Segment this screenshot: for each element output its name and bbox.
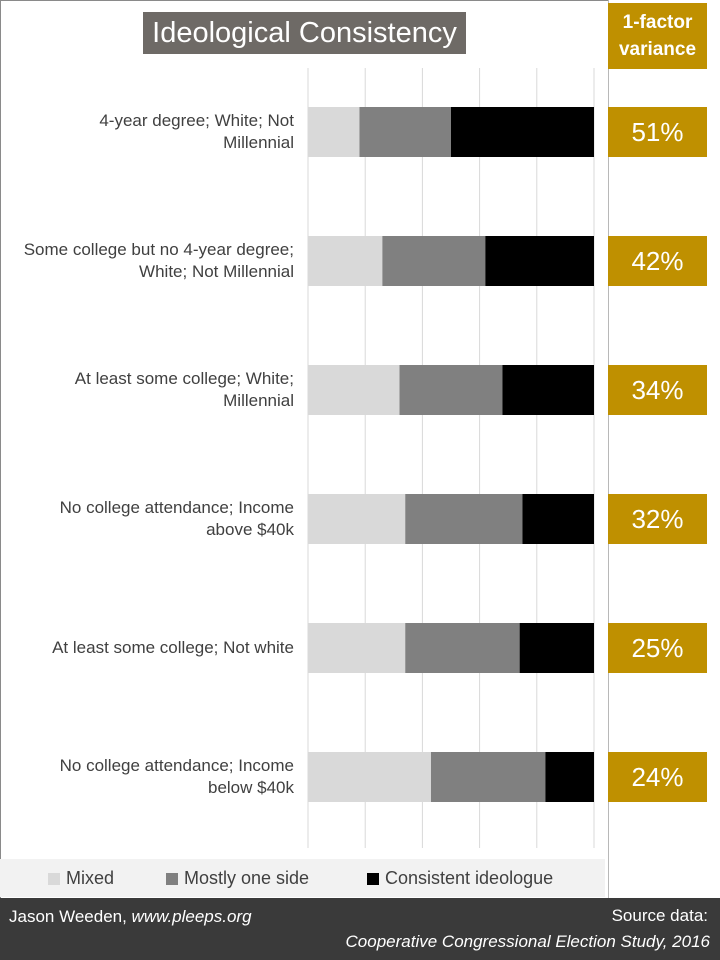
variance-header-line1: 1-factor bbox=[622, 12, 693, 33]
bar-mostly-one-side bbox=[430, 752, 546, 802]
footer-author: Jason Weeden, bbox=[9, 907, 132, 926]
category-label-text: At least some college; White; Millennial bbox=[75, 368, 294, 412]
category-label-line: No college attendance; Income bbox=[59, 756, 294, 775]
category-label-line: above $40k bbox=[206, 520, 294, 539]
footer-site: www.pleeps.org bbox=[131, 907, 252, 926]
variance-header-line2: variance bbox=[618, 39, 697, 60]
bar-consistent-ideologue bbox=[545, 752, 594, 802]
legend-swatch bbox=[48, 872, 60, 885]
variance-value: 42% bbox=[608, 236, 707, 286]
bar-mixed bbox=[308, 365, 400, 415]
legend-label: Mostly one side bbox=[184, 868, 310, 888]
legend-label: Consistent ideologue bbox=[385, 868, 554, 888]
category-label-line: White; Not Millennial bbox=[139, 262, 294, 281]
category-label-line: At least some college; Not white bbox=[52, 638, 294, 657]
category-label: No college attendance; Income above $40k bbox=[4, 494, 294, 544]
bar-consistent-ideologue bbox=[485, 236, 594, 286]
category-label-line: Some college but no 4-year degree; bbox=[23, 240, 294, 259]
footer-credit: Jason Weeden, www.pleeps.org bbox=[9, 907, 252, 927]
footer-source: Cooperative Congressional Election Study… bbox=[345, 932, 710, 951]
variance-value: 24% bbox=[608, 752, 707, 802]
chart-title: Ideological Consistency bbox=[143, 12, 466, 54]
category-label-line: Millennial bbox=[223, 391, 294, 410]
category-label-line: No college attendance; Income bbox=[59, 498, 294, 517]
bar-mixed bbox=[308, 623, 406, 673]
footer-source-label: Source data: bbox=[611, 906, 708, 925]
category-label-line: 4-year degree; White; Not bbox=[99, 111, 294, 130]
bar-mostly-one-side bbox=[405, 623, 520, 673]
bar-mixed bbox=[308, 494, 406, 544]
category-label: No college attendance; Income below $40k bbox=[4, 752, 294, 802]
legend-swatch bbox=[367, 872, 379, 885]
legend-swatch bbox=[166, 872, 178, 885]
category-label-text: No college attendance; Income below $40k bbox=[60, 755, 294, 799]
category-label-line: Millennial bbox=[223, 133, 294, 152]
legend-item-consistent-ideologue: Consistent ideologue bbox=[367, 868, 553, 889]
variance-value: 32% bbox=[608, 494, 707, 544]
bar-mixed bbox=[308, 107, 360, 157]
bar-mixed bbox=[308, 752, 431, 802]
legend-item-mixed: Mixed bbox=[48, 868, 114, 889]
bar-consistent-ideologue bbox=[519, 623, 594, 673]
variance-value: 51% bbox=[608, 107, 707, 157]
category-label-text: No college attendance; Income above $40k bbox=[60, 497, 294, 541]
variance-header: 1-factor variance bbox=[608, 3, 707, 69]
variance-value: 25% bbox=[608, 623, 707, 673]
legend: Mixed Mostly one side Consistent ideolog… bbox=[0, 859, 605, 897]
bar-mostly-one-side bbox=[382, 236, 486, 286]
bar-mostly-one-side bbox=[359, 107, 451, 157]
category-label: 4-year degree; White; Not Millennial bbox=[4, 107, 294, 157]
category-label-text: 4-year degree; White; Not Millennial bbox=[99, 110, 294, 154]
variance-value: 34% bbox=[608, 365, 707, 415]
legend-item-mostly-one-side: Mostly one side bbox=[166, 868, 309, 889]
bar-mostly-one-side bbox=[405, 494, 523, 544]
bar-consistent-ideologue bbox=[502, 365, 594, 415]
bar-mostly-one-side bbox=[399, 365, 503, 415]
category-label-text: At least some college; Not white bbox=[52, 637, 294, 659]
footer: Jason Weeden, www.pleeps.org Source data… bbox=[0, 898, 720, 960]
category-label: At least some college; Not white bbox=[4, 623, 294, 673]
legend-label: Mixed bbox=[66, 868, 115, 888]
category-label: Some college but no 4-year degree; White;… bbox=[4, 236, 294, 286]
category-label-text: Some college but no 4-year degree; White;… bbox=[24, 239, 294, 283]
bar-consistent-ideologue bbox=[451, 107, 594, 157]
category-label: At least some college; White; Millennial bbox=[4, 365, 294, 415]
category-label-line: below $40k bbox=[207, 778, 294, 797]
category-label-line: At least some college; White; bbox=[74, 369, 294, 388]
bar-mixed bbox=[308, 236, 383, 286]
bar-consistent-ideologue bbox=[522, 494, 594, 544]
